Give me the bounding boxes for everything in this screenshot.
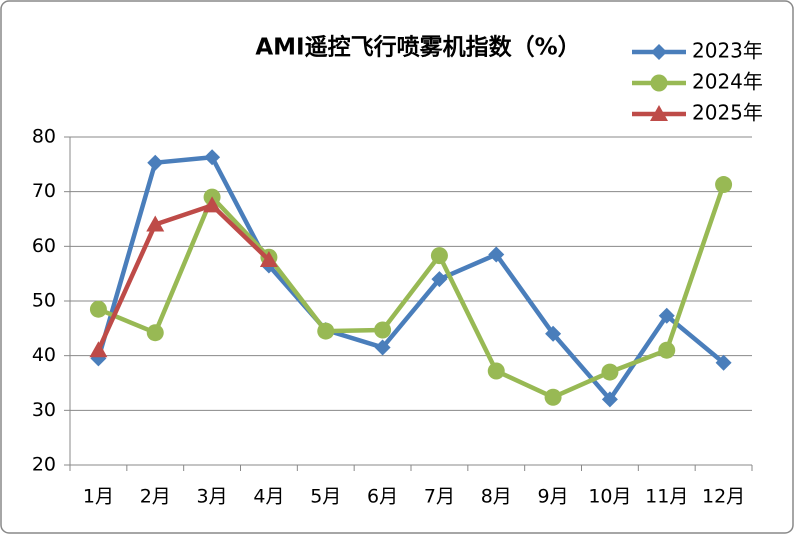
- x-tick-label: 10月: [588, 486, 631, 508]
- data-point: [601, 391, 618, 408]
- series-line: [96, 203, 271, 352]
- x-tick-label: 1月: [83, 486, 114, 508]
- y-tick-label: 80: [32, 126, 56, 148]
- x-tick-label: 6月: [367, 486, 398, 508]
- x-tick-label: 11月: [645, 486, 688, 508]
- x-tick-label: 3月: [197, 486, 228, 508]
- x-tick-label: 7月: [424, 486, 455, 508]
- x-tick-label: 4月: [253, 486, 284, 508]
- chart-title: AMI遥控飞行喷雾机指数（%）: [255, 34, 580, 61]
- legend-label: 2024年: [692, 70, 763, 94]
- y-tick-label: 30: [32, 399, 56, 421]
- data-point: [431, 271, 448, 288]
- data-point: [601, 363, 619, 381]
- data-point: [374, 321, 392, 339]
- data-point: [487, 362, 505, 380]
- data-point: [204, 149, 221, 166]
- data-point: [146, 324, 164, 342]
- data-point: [147, 154, 164, 171]
- y-tick-label: 50: [32, 290, 56, 312]
- data-point: [203, 196, 222, 213]
- legend-label: 2023年: [692, 39, 763, 63]
- x-tick-label: 8月: [481, 486, 512, 508]
- data-point: [488, 246, 505, 263]
- y-tick-label: 70: [32, 180, 56, 202]
- x-tick-label: 2月: [140, 486, 171, 508]
- data-point: [430, 247, 448, 265]
- data-point: [89, 341, 108, 358]
- series-line: [96, 154, 726, 402]
- data-point: [658, 307, 675, 324]
- series-line: [97, 183, 726, 400]
- legend-marker: [651, 44, 667, 60]
- data-point: [146, 215, 165, 232]
- data-point: [715, 354, 732, 371]
- legend-label: 2025年: [692, 101, 763, 125]
- x-tick-label: 5月: [310, 486, 341, 508]
- data-point: [89, 300, 107, 318]
- data-point: [374, 339, 391, 356]
- y-tick-label: 60: [32, 235, 56, 257]
- data-point: [259, 251, 278, 267]
- data-point: [715, 176, 733, 194]
- legend-marker: [650, 105, 668, 121]
- y-tick-label: 40: [32, 344, 56, 366]
- y-tick-label: 20: [32, 454, 56, 476]
- data-point: [545, 325, 562, 342]
- data-point: [317, 322, 335, 340]
- x-tick-label: 12月: [702, 486, 745, 508]
- x-tick-label: 9月: [538, 486, 569, 508]
- data-point: [544, 388, 562, 406]
- legend-marker: [650, 74, 668, 92]
- data-point: [658, 341, 676, 359]
